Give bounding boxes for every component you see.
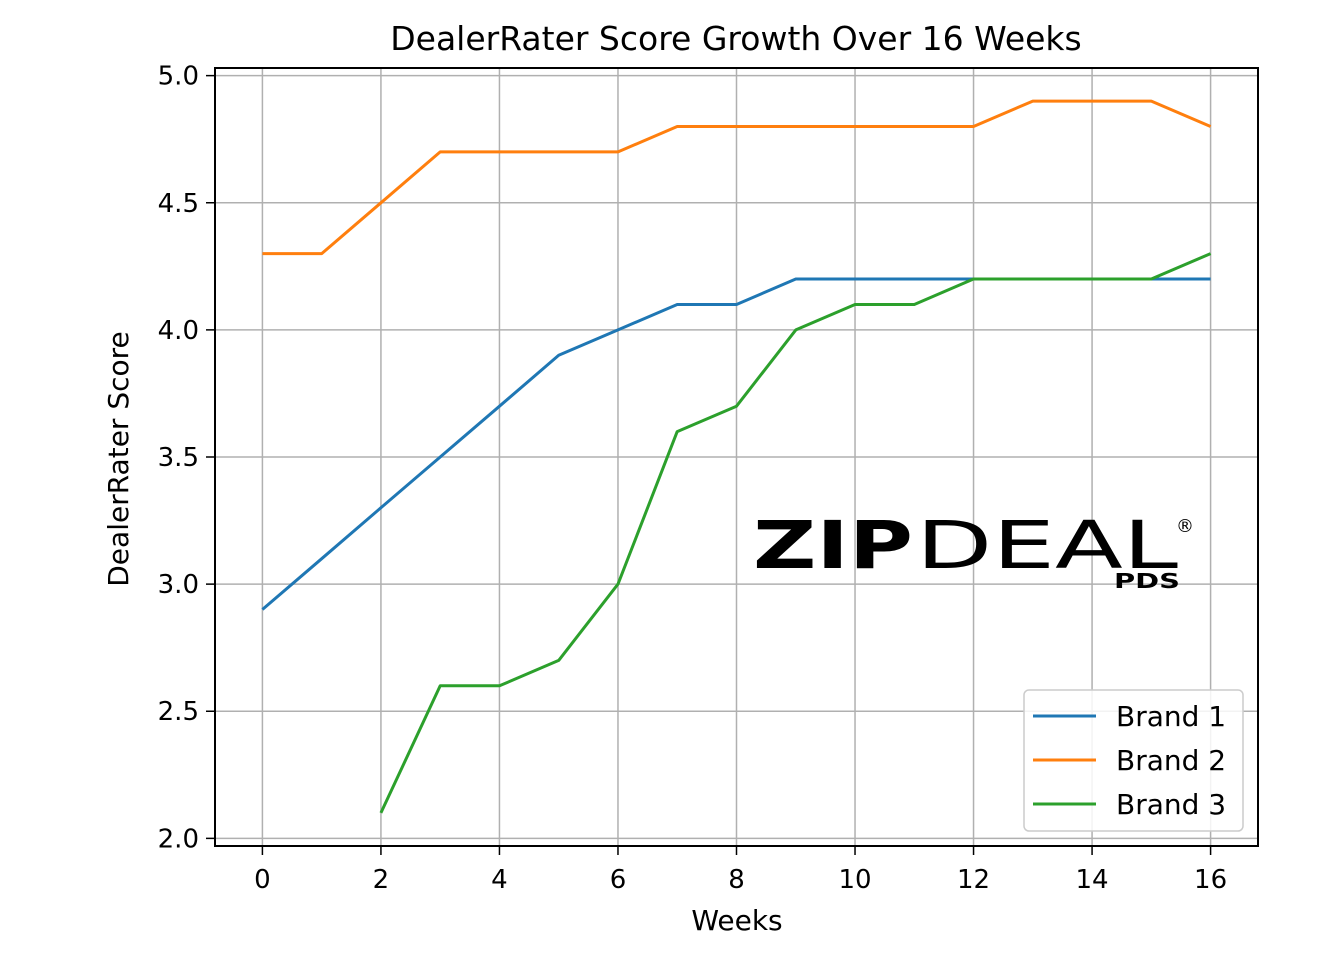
- chart-title: DealerRater Score Growth Over 16 Weeks: [390, 19, 1082, 58]
- legend-entry-label: Brand 1: [1116, 700, 1226, 733]
- y-tick-label: 2.5: [158, 697, 199, 727]
- series-line-brand-3: [379, 252, 1212, 814]
- y-axis-label: DealerRater Score: [102, 331, 135, 587]
- x-axis-label: Weeks: [691, 904, 782, 937]
- series-line-brand-2: [262, 99, 1212, 256]
- x-tick-label: 16: [1194, 865, 1227, 895]
- y-tick-label: 5.0: [158, 62, 199, 92]
- x-tick-label: 6: [610, 865, 627, 895]
- legend-entry-label: Brand 3: [1116, 788, 1226, 821]
- x-tick-label: 0: [254, 865, 271, 895]
- axis-ticks: 0 2 4 6 8 10 12 14 16 2.0 2.5 3.0 3.5 4.0 4.5 5.0: [158, 62, 1227, 895]
- logo-text-light: DEAL: [916, 507, 1178, 584]
- zipdeal-logo: ZIP DEAL PDS ®: [753, 507, 1194, 593]
- y-tick-label: 2.0: [158, 824, 199, 854]
- series-group: [261, 99, 1212, 814]
- logo-registered-mark: ®: [1176, 516, 1194, 537]
- logo-text-bold: ZIP: [753, 507, 913, 584]
- legend-frame: [1023, 689, 1244, 832]
- y-tick-label: 4.0: [158, 316, 199, 346]
- y-tick-label: 3.5: [158, 443, 199, 473]
- y-tick-label: 3.0: [158, 570, 199, 600]
- x-tick-label: 8: [728, 865, 745, 895]
- logo-subtext: PDS: [1114, 569, 1180, 593]
- legend: Brand 1 Brand 2 Brand 3: [1023, 689, 1244, 832]
- x-tick-label: 4: [491, 865, 508, 895]
- x-tick-label: 10: [838, 865, 871, 895]
- x-tick-label: 12: [957, 865, 990, 895]
- legend-entry-label: Brand 2: [1116, 744, 1226, 777]
- x-tick-label: 14: [1076, 865, 1109, 895]
- y-tick-label: 4.5: [158, 189, 199, 219]
- x-tick-label: 2: [373, 865, 390, 895]
